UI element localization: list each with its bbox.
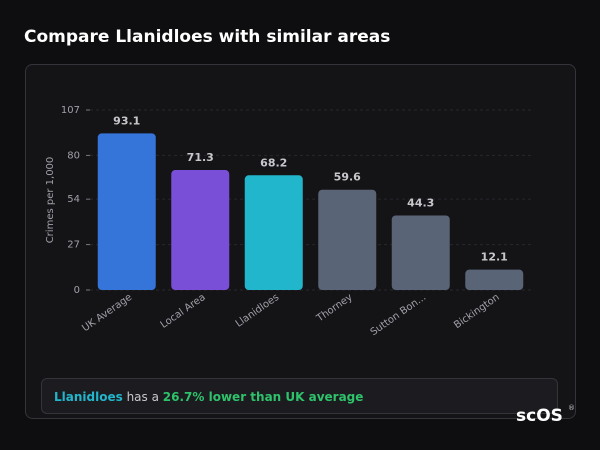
bar bbox=[244, 175, 303, 290]
y-tick-label: 107 bbox=[61, 105, 80, 116]
value-label: 71.3 bbox=[187, 151, 214, 164]
summary-place: Llanidloes bbox=[54, 390, 123, 404]
value-label: 68.2 bbox=[260, 156, 287, 169]
bar bbox=[318, 189, 377, 290]
y-tick-label: 27 bbox=[67, 240, 80, 251]
y-tick-label: 80 bbox=[67, 150, 80, 161]
summary-highlight: 26.7% lower than UK average bbox=[162, 390, 364, 404]
y-tick-label: 0 bbox=[74, 285, 80, 296]
summary: Llanidloes has a 26.7% lower than UK ave… bbox=[41, 378, 558, 414]
bar bbox=[171, 170, 230, 290]
chart-title: Compare Llanidloes with similar areas bbox=[24, 27, 390, 47]
value-label: 12.1 bbox=[481, 251, 508, 264]
bar bbox=[465, 269, 524, 290]
value-label: 44.3 bbox=[407, 196, 434, 209]
y-axis-label: Crimes per 1,000 bbox=[45, 157, 56, 244]
logo: scOS bbox=[516, 406, 563, 426]
bar bbox=[391, 215, 450, 290]
value-label: 59.6 bbox=[334, 171, 361, 184]
value-label: 93.1 bbox=[113, 114, 140, 127]
logo-mark: ® bbox=[568, 404, 575, 412]
bar bbox=[97, 133, 156, 290]
y-tick-label: 54 bbox=[67, 194, 80, 205]
summary-text: has a bbox=[126, 390, 159, 404]
